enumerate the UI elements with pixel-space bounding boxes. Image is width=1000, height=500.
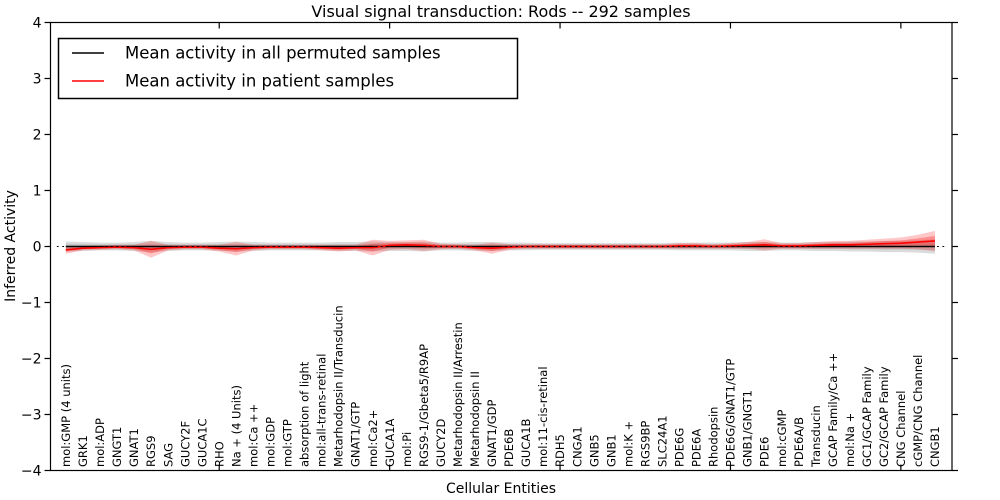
x-category-label: GNGT1 — [110, 427, 124, 467]
y-tick-label: −2 — [21, 352, 42, 368]
x-category-label: GC2/GCAP Family — [877, 366, 891, 467]
x-category-label: GNAT1 — [127, 428, 141, 467]
x-category-label: PDE6G — [673, 428, 687, 467]
x-category-label: PDE6B — [502, 429, 516, 467]
x-category-label: RGS9-1/Gbeta5/R9AP — [417, 344, 431, 467]
x-category-label: mol:Pi — [400, 432, 414, 467]
patient-band — [65, 230, 935, 258]
legend: Mean activity in all permuted samples Me… — [57, 37, 519, 100]
x-category-label: mol:cGMP — [775, 410, 789, 467]
legend-box — [57, 37, 519, 100]
x-category-label: GUCA1A — [383, 418, 397, 467]
x-category-label: PDE6G/GNAT1/GTP — [724, 359, 738, 467]
x-category-label: RGS9BP — [638, 421, 652, 467]
x-category-label: absorption of light — [298, 361, 312, 467]
x-category-label: GRK1 — [76, 435, 90, 467]
chart-title: Visual signal transduction: Rods -- 292 … — [311, 2, 690, 21]
x-category-label: GNAT1/GDP — [485, 400, 499, 467]
x-category-label: GUCY2F — [178, 421, 192, 467]
y-tick-label: 0 — [33, 240, 42, 256]
legend-label-permuted: Mean activity in all permuted samples — [125, 44, 441, 63]
x-category-label: PDE6 — [758, 437, 772, 467]
x-category-label: mol:11-cis-retinal — [536, 366, 550, 467]
x-category-label: PDE6A — [690, 429, 704, 467]
x-category-label: mol:GMP (4 units) — [59, 364, 73, 467]
plot-area: −4 −3 −2 −1 0 1 2 3 4 mol:GMP (4 units) GRK1 mol:AD… — [21, 16, 958, 480]
patient-mean-line — [65, 240, 936, 251]
x-category-label: Rhodopsin — [707, 407, 721, 467]
y-tick-label: −3 — [21, 408, 42, 424]
x-category-label: GUCA1B — [519, 418, 533, 467]
x-category-label: cGMP/CNG Channel — [911, 355, 925, 467]
x-category-label: SAG — [161, 443, 175, 467]
y-axis-title: Inferred Activity — [3, 190, 19, 302]
x-category-label: GNAT1/GTP — [349, 402, 363, 467]
y-tick-label: 2 — [33, 128, 42, 144]
x-category-label: mol:GTP — [281, 419, 295, 467]
x-category-label: PDE6A/B — [792, 417, 806, 467]
x-category-label: mol:Ca2+ — [366, 410, 380, 467]
y-tick-label: 4 — [33, 16, 42, 32]
x-category-label: GUCA1C — [195, 418, 209, 467]
y-tick-label: 3 — [33, 72, 42, 88]
y-tick-label: 1 — [33, 184, 42, 200]
x-category-label: mol:GDP — [264, 417, 278, 467]
x-category-label: mol:K + — [621, 421, 635, 467]
x-category-label: CNGA1 — [570, 426, 584, 467]
x-category-label: GNB5 — [587, 434, 601, 467]
x-category-label: mol:Na + — [843, 413, 857, 467]
x-category-label: RGS9 — [144, 435, 158, 467]
x-category-label: Transducin — [809, 405, 823, 468]
x-category-label: Metarhodopsin II — [468, 371, 482, 467]
x-category-label: RDH5 — [553, 434, 567, 467]
x-category-label: GNB1 — [604, 434, 618, 467]
x-category-label: mol:ADP — [93, 418, 107, 467]
y-tick-label: −1 — [21, 296, 42, 312]
x-category-label: SLC24A1 — [655, 415, 669, 467]
x-category-label: mol:Ca ++ — [246, 404, 260, 467]
x-category-label: GUCY2D — [434, 419, 448, 467]
legend-label-patient: Mean activity in patient samples — [125, 72, 394, 91]
x-category-label: Metarhodopsin II/Arrestin — [451, 322, 465, 467]
x-category-label: Metarhodopsin II/Transducin — [332, 305, 346, 467]
y-tick-label: −4 — [21, 464, 42, 480]
x-category-label: CNGB1 — [928, 426, 942, 467]
x-category-label: RHO — [212, 441, 226, 467]
x-category-label: GCAP Family/Ca ++ — [826, 353, 840, 467]
x-category-label: mol:all-trans-retinal — [315, 354, 329, 467]
x-category-label: Na + (4 Units) — [229, 385, 243, 467]
x-category-label: GC1/GCAP Family — [860, 366, 874, 467]
x-axis-title: Cellular Entities — [446, 481, 556, 497]
x-category-label: CNG Channel — [894, 391, 908, 467]
x-category-label: GNB1/GNGT1 — [741, 390, 755, 467]
